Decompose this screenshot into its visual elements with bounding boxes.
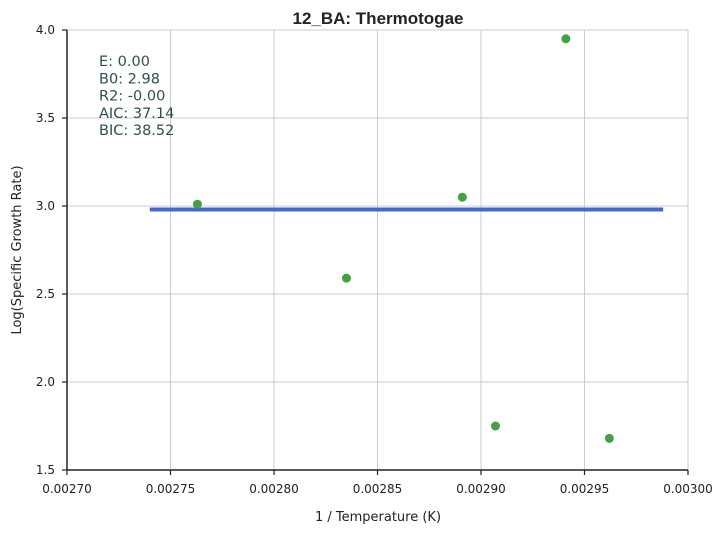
x-tick-label: 0.00295 [560, 482, 610, 496]
x-tick-label: 0.00300 [663, 482, 713, 496]
grid [66, 29, 689, 471]
annotation-line: AIC: 37.14 [99, 106, 174, 122]
data-points [192, 34, 614, 443]
data-point [341, 273, 351, 283]
data-point [457, 192, 467, 202]
data-point [561, 34, 571, 44]
y-axis-label: Log(Specific Growth Rate) [10, 165, 25, 334]
x-tick-label: 0.00290 [456, 482, 506, 496]
x-tick-label: 0.00280 [249, 482, 299, 496]
chart-title: 12_BA: Thermotogae [293, 9, 464, 28]
y-tick-label: 4.0 [36, 23, 55, 37]
annotation-line: E: 0.00 [99, 54, 150, 70]
annotation-line: R2: -0.00 [99, 89, 165, 105]
y-tick-label: 1.5 [36, 463, 55, 477]
x-axis-label: 1 / Temperature (K) [315, 510, 441, 525]
y-tick-label: 3.5 [36, 111, 55, 125]
y-tick-label: 2.0 [36, 375, 55, 389]
y-tick-label: 2.5 [36, 287, 55, 301]
data-point [490, 421, 500, 431]
x-tick-label: 0.00270 [42, 482, 92, 496]
x-tick-label: 0.00285 [353, 482, 403, 496]
tick-labels: 0.00270 0.00275 0.00280 0.00285 0.00290 0.002… [36, 23, 713, 496]
annotation-line: BIC: 38.52 [99, 123, 174, 139]
x-tick-label: 0.00275 [146, 482, 196, 496]
y-tick-label: 3.0 [36, 199, 55, 213]
axes [62, 29, 689, 475]
data-point [192, 199, 202, 209]
data-point [604, 433, 614, 443]
annotation-line: B0: 2.98 [99, 71, 160, 87]
